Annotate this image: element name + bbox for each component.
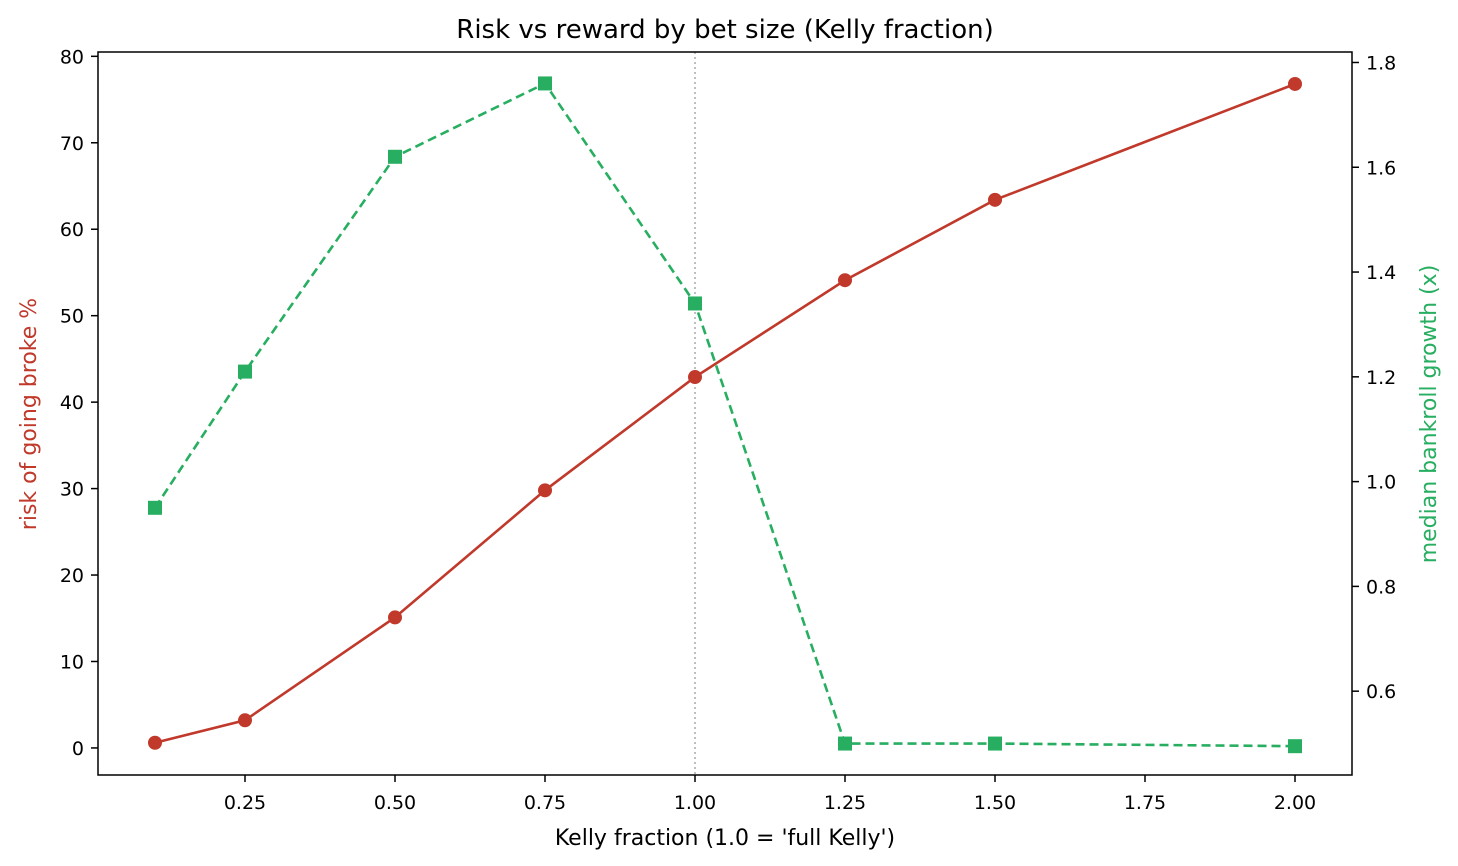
- series-layer: [148, 76, 1302, 754]
- series-line: [154, 82, 1296, 745]
- data-point-square: [1288, 739, 1302, 754]
- y-right-tick-label: 1.0: [1366, 472, 1396, 494]
- data-point-circle: [988, 192, 1002, 207]
- y-left-tick-label: 40: [60, 392, 84, 414]
- data-point-circle: [688, 370, 702, 385]
- y-right-tick-label: 1.6: [1366, 157, 1396, 179]
- x-tick-label: 1.25: [824, 792, 866, 814]
- y-axis-right-label: median bankroll growth (x): [1417, 265, 1442, 564]
- y-right-tick-label: 1.4: [1366, 262, 1396, 284]
- data-point-square: [388, 149, 402, 164]
- chart-title: Risk vs reward by bet size (Kelly fracti…: [456, 15, 993, 45]
- data-point-square: [988, 736, 1002, 751]
- y-axis-left-label: risk of going broke %: [17, 298, 42, 530]
- y-axis-right: 0.6 0.8 1.0 1.2 1.4 1.6 1.8: [1352, 52, 1396, 703]
- data-point-square: [838, 736, 852, 751]
- x-tick-label: 1.75: [1124, 792, 1166, 814]
- y-right-tick-label: 0.8: [1366, 576, 1396, 598]
- data-point-square: [238, 364, 252, 379]
- x-tick-label: 0.50: [374, 792, 416, 814]
- y-left-tick-label: 20: [60, 565, 84, 587]
- x-tick-label: 1.00: [674, 792, 716, 814]
- y-left-tick-label: 80: [60, 46, 84, 68]
- y-left-tick-label: 30: [60, 479, 84, 501]
- plot-area: [97, 51, 1353, 776]
- data-point-circle: [1288, 76, 1302, 91]
- data-point-circle: [388, 610, 402, 625]
- x-tick-label: 2.00: [1274, 792, 1316, 814]
- x-axis: 0.25 0.50 0.75 1.00 1.25 1.50 1.75 2.00: [224, 775, 1316, 814]
- y-right-tick-label: 1.8: [1366, 52, 1396, 74]
- y-left-tick-label: 0: [72, 738, 84, 760]
- data-point-square: [688, 296, 702, 311]
- y-right-tick-label: 0.6: [1366, 681, 1396, 703]
- x-tick-label: 0.25: [224, 792, 266, 814]
- data-point-circle: [238, 713, 252, 728]
- data-point-circle: [538, 483, 552, 498]
- y-left-tick-label: 70: [60, 133, 84, 155]
- y-left-tick-label: 10: [60, 651, 84, 673]
- series-line: [153, 81, 1296, 748]
- data-point-square: [148, 500, 162, 515]
- x-tick-label: 1.50: [974, 792, 1016, 814]
- x-axis-label: Kelly fraction (1.0 = 'full Kelly'): [555, 826, 895, 851]
- data-point-circle: [838, 273, 852, 288]
- data-point-circle: [148, 735, 162, 750]
- series-median-growth: [148, 76, 1302, 754]
- plot-frame: [97, 51, 1353, 776]
- y-right-tick-label: 1.2: [1366, 367, 1396, 389]
- series-risk-of-ruin: [148, 76, 1302, 750]
- y-left-tick-label: 60: [60, 219, 84, 241]
- y-axis-left: 0 10 20 30 40 50 60 70 80: [60, 46, 98, 760]
- x-tick-label: 0.75: [524, 792, 566, 814]
- y-left-tick-label: 50: [60, 306, 84, 328]
- data-point-square: [538, 76, 552, 91]
